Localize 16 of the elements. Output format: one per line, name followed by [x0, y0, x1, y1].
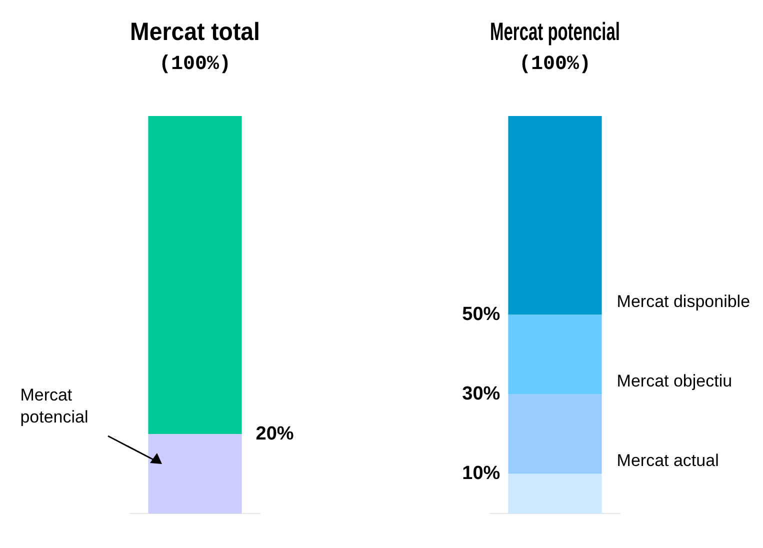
chart-title: Mercat potencial: [490, 18, 620, 46]
bar: [508, 314, 602, 394]
bar: [508, 474, 602, 514]
bar: [508, 116, 602, 315]
chart-subtitle: (100%): [518, 53, 592, 76]
text: 20%: [256, 423, 294, 444]
chart-title: Mercat total: [130, 18, 260, 46]
series-label: Mercat objectiu: [616, 372, 732, 391]
text: 10%: [462, 463, 500, 484]
text: 50%: [462, 304, 500, 326]
series-label: Mercat actual: [616, 451, 719, 470]
series-label: Mercat disponible: [616, 292, 750, 311]
text: 30%: [462, 384, 500, 405]
bar: [508, 394, 602, 474]
chart-subtitle: (100%): [158, 53, 232, 76]
text: Mercat potencial: [20, 385, 88, 426]
